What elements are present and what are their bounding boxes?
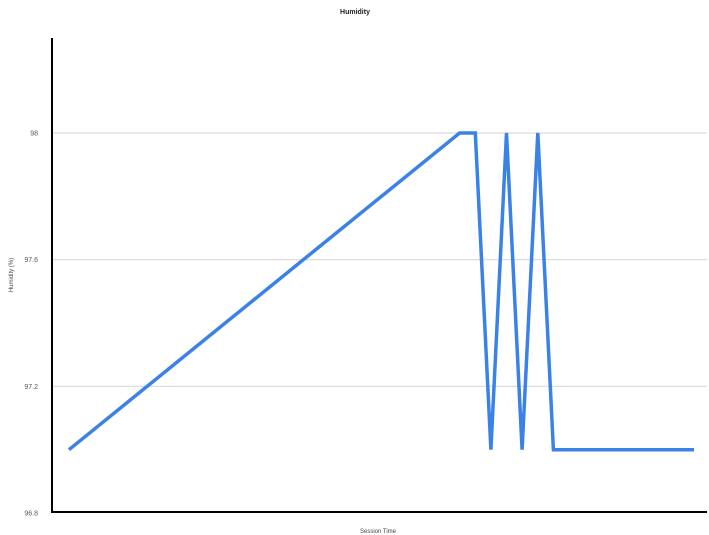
y-tick-labels: 96.8 97.2 97.6 98 — [24, 131, 38, 518]
y-tick-label: 97.2 — [24, 384, 38, 391]
y-tick-label: 96.8 — [24, 511, 38, 518]
y-tick-label: 98 — [30, 131, 38, 138]
x-axis-label: Session Time — [360, 529, 397, 535]
chart-title: Humidity — [340, 9, 370, 16]
y-tick-label: 97.6 — [24, 257, 38, 264]
y-axis-label: Humidity (%) — [9, 258, 15, 292]
series-line-humidity — [67, 131, 694, 452]
grid-lines — [52, 132, 707, 387]
series-group — [67, 131, 694, 452]
